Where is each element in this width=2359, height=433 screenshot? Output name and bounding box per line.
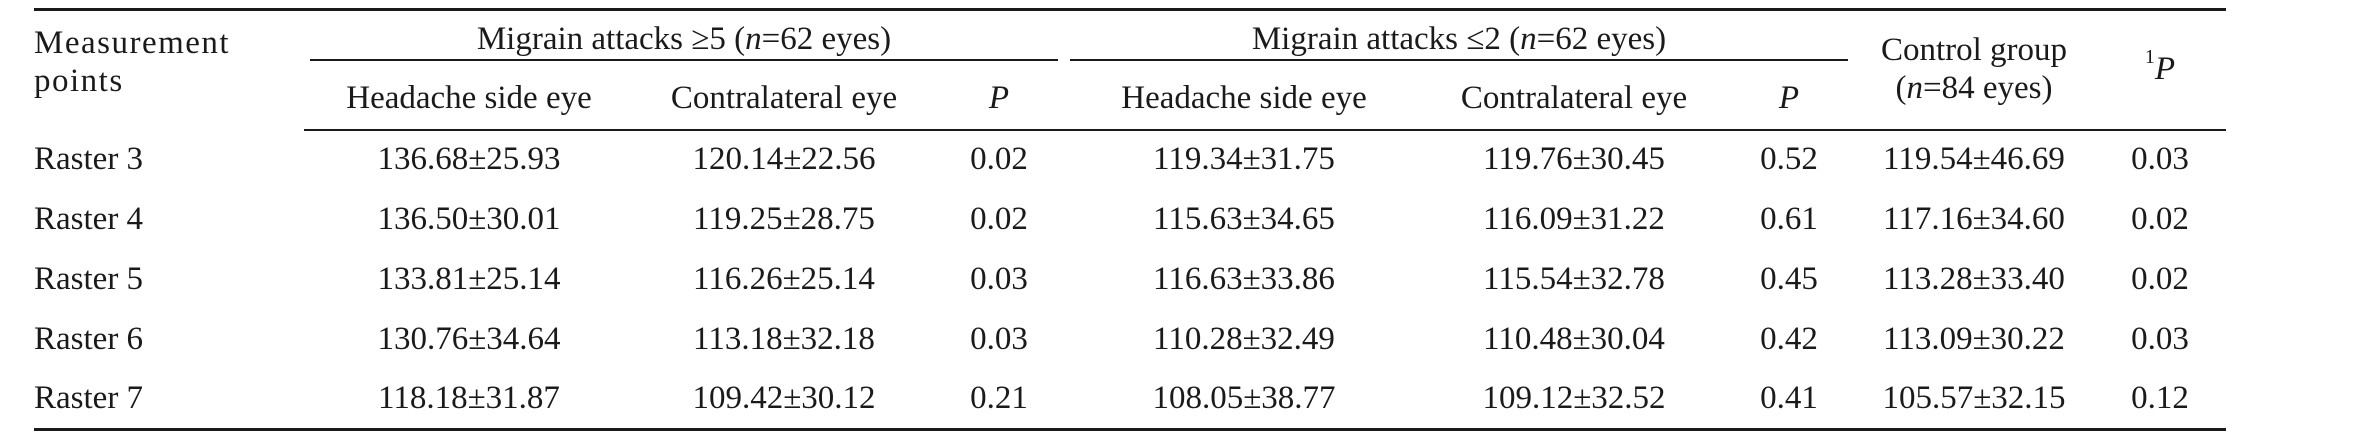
g2-contra-cell: 110.48±30.04: [1483, 320, 1665, 357]
g2-contra-cell: 119.76±30.45: [1483, 141, 1665, 178]
g1-headache-cell: 133.81±25.14: [377, 260, 561, 297]
table-row: Raster 7 118.18±31.87 109.42±30.12 0.21 …: [34, 369, 2226, 431]
results-table-wrapper: Measurement points Migrain attacks ≥5 (n…: [34, 8, 2226, 431]
table-row: Raster 3 136.68±25.93 120.14±22.56 0.02 …: [34, 130, 2226, 190]
g2-contralateral-header: Contralateral eye: [1424, 69, 1724, 131]
g1-p-header: P: [934, 69, 1064, 131]
g1-p-cell: 0.03: [970, 260, 1028, 297]
g1-contra-cell: 116.26±25.14: [693, 260, 875, 297]
g2-headache-side-header: Headache side eye: [1064, 69, 1424, 131]
row-label: Raster 3: [34, 140, 144, 177]
table-row: Raster 6 130.76±34.64 113.18±32.18 0.03 …: [34, 310, 2226, 370]
control-cell: 113.09±30.22: [1883, 320, 2065, 357]
control-cell: 113.28±33.40: [1883, 260, 2065, 297]
g2-headache-cell: 116.63±33.86: [1153, 260, 1335, 297]
control-line2-n: n: [1906, 69, 1924, 106]
p1-cell: 0.12: [2094, 369, 2226, 431]
g2-contra-cell: 109.12±32.52: [1424, 369, 1724, 431]
measurement-points-line2: points: [34, 62, 124, 99]
table-row: Raster 5 133.81±25.14 116.26±25.14 0.03 …: [34, 250, 2226, 310]
group1-suffix: =62 eyes): [761, 21, 892, 58]
g1-contra-cell: 120.14±22.56: [692, 141, 876, 178]
control-line2-prefix: (: [1895, 69, 1907, 106]
p1-cell: 0.02: [2131, 200, 2189, 237]
group2-prefix: Migrain attacks ≤2 (: [1251, 21, 1521, 58]
g2-contra-cell: 115.54±32.78: [1483, 260, 1665, 297]
g1-headache-cell: 136.50±30.01: [377, 200, 561, 237]
measurement-points-header: Measurement points: [34, 8, 304, 130]
g2-p-cell: 0.45: [1760, 260, 1818, 297]
row-label: Raster 5: [34, 260, 144, 297]
p1-cell: 0.02: [2131, 260, 2189, 297]
g1-p-cell: 0.21: [934, 369, 1064, 431]
g2-p-cell: 0.52: [1760, 141, 1818, 178]
g1-contra-cell: 109.42±30.12: [634, 369, 934, 431]
group1-header: Migrain attacks ≥5 (n=62 eyes): [304, 8, 1064, 70]
results-table: Measurement points Migrain attacks ≥5 (n…: [34, 8, 2226, 431]
row-label: Raster 6: [34, 320, 144, 357]
g2-headache-cell: 119.34±31.75: [1153, 141, 1335, 178]
control-cell: 119.54±46.69: [1883, 141, 2065, 178]
measurement-points-line1: Measurement: [34, 25, 231, 61]
g1-headache-cell: 118.18±31.87: [304, 369, 634, 431]
g1-p-cell: 0.02: [970, 200, 1028, 237]
g2-contra-cell: 116.09±31.22: [1483, 200, 1665, 237]
g1-headache-side-header: Headache side eye: [304, 69, 634, 131]
p1-header: 1P: [2094, 8, 2226, 131]
group1-n: n: [745, 21, 762, 58]
g2-headache-cell: 108.05±38.77: [1064, 369, 1424, 431]
group2-n: n: [1520, 21, 1537, 58]
g2-p-label: P: [1778, 80, 1800, 117]
g2-headache-cell: 115.63±34.65: [1153, 200, 1335, 237]
g2-headache-cell: 110.28±32.49: [1153, 320, 1335, 357]
control-line1: Control group: [1880, 31, 2068, 68]
table-row: Raster 4 136.50±30.01 119.25±28.75 0.02 …: [34, 190, 2226, 250]
row-label: Raster 7: [34, 369, 304, 431]
g1-contra-cell: 113.18±32.18: [693, 320, 875, 357]
p1-superscript: 1: [2144, 46, 2155, 69]
p1-cell: 0.03: [2131, 141, 2189, 178]
control-group-header: Control group (n=84 eyes): [1854, 8, 2094, 131]
g2-p-cell: 0.41: [1724, 369, 1854, 431]
g1-p-cell: 0.03: [970, 320, 1028, 357]
g1-headache-cell: 136.68±25.93: [377, 141, 561, 178]
control-cell: 117.16±34.60: [1883, 200, 2065, 237]
group2-suffix: =62 eyes): [1536, 21, 1667, 58]
p1-cell: 0.03: [2131, 320, 2189, 357]
g1-contra-cell: 119.25±28.75: [693, 200, 875, 237]
control-line2-suffix: =84 eyes): [1923, 69, 2053, 106]
g1-contralateral-header: Contralateral eye: [634, 69, 934, 131]
g2-p-header: P: [1724, 69, 1854, 131]
g1-p-cell: 0.02: [970, 141, 1028, 178]
g2-p-cell: 0.42: [1760, 320, 1818, 357]
p1-label: P: [2154, 51, 2176, 88]
group2-header: Migrain attacks ≤2 (n=62 eyes): [1064, 8, 1854, 70]
g1-p-label: P: [988, 80, 1010, 117]
group1-prefix: Migrain attacks ≥5 (: [476, 21, 746, 58]
g2-p-cell: 0.61: [1760, 200, 1818, 237]
control-cell: 105.57±32.15: [1854, 369, 2094, 431]
g1-headache-cell: 130.76±34.64: [377, 320, 561, 357]
row-label: Raster 4: [34, 200, 144, 237]
